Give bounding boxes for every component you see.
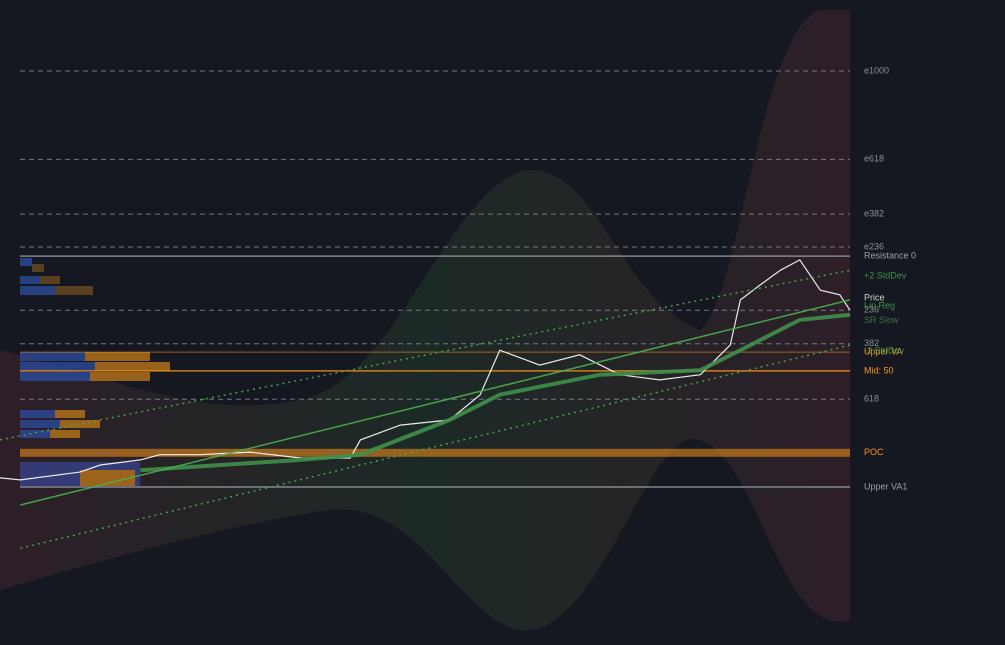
volume-profile bbox=[20, 258, 170, 486]
series-label: +2 StdDev bbox=[864, 271, 907, 281]
series-label: Lin Reg bbox=[864, 300, 895, 310]
level-label: Mid: 50 bbox=[864, 365, 894, 375]
level-label: POC bbox=[864, 447, 884, 457]
series-line bbox=[20, 344, 851, 550]
series-label: Price bbox=[864, 293, 885, 303]
level-label: e382 bbox=[864, 209, 884, 219]
level-label: 236 bbox=[864, 305, 879, 315]
poc-band bbox=[20, 448, 850, 457]
band-cloud bbox=[0, 10, 850, 631]
level-label: e618 bbox=[864, 154, 884, 164]
series-line bbox=[20, 299, 851, 506]
level-label: Upper VA bbox=[864, 347, 902, 357]
level-label: Resistance 0 bbox=[864, 250, 916, 260]
level-label: 618 bbox=[864, 394, 879, 404]
series-label: SR Slow bbox=[864, 315, 899, 325]
level-label: Upper VA1 bbox=[864, 481, 907, 491]
series-line bbox=[0, 269, 851, 441]
level-label: 382 bbox=[864, 338, 879, 348]
series-line bbox=[140, 312, 851, 473]
level-label: e236 bbox=[864, 241, 884, 251]
level-label: e1000 bbox=[864, 65, 889, 75]
series-label: -2 StdDev bbox=[864, 345, 905, 355]
series-line bbox=[0, 259, 851, 481]
